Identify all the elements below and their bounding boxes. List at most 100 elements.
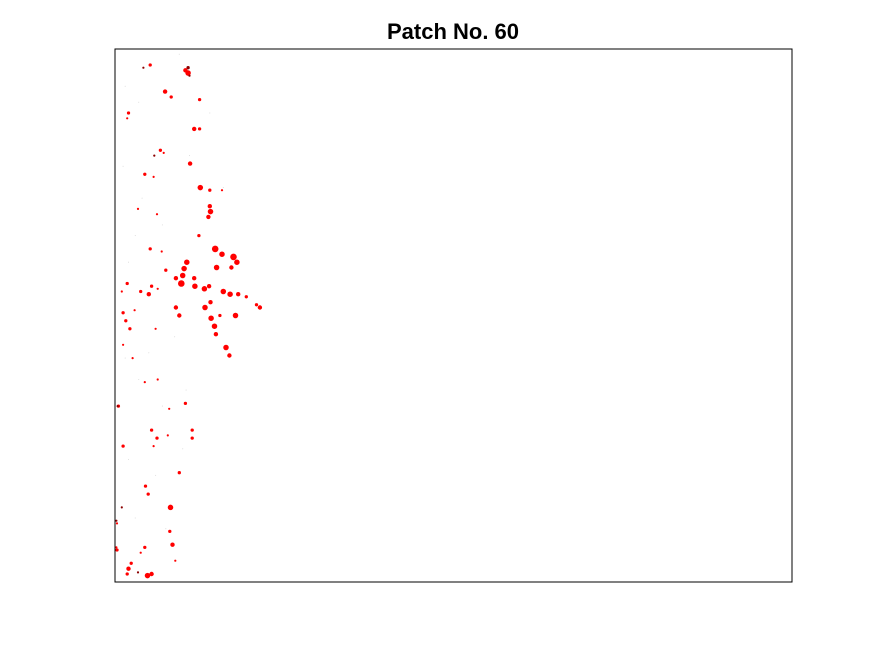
scatter-point — [187, 161, 193, 166]
scatter-point — [133, 309, 136, 312]
axes-background — [115, 49, 792, 582]
scatter-point — [220, 288, 227, 295]
scatter-point — [234, 259, 240, 265]
scatter-point — [138, 378, 140, 381]
scatter-point — [149, 284, 154, 288]
scatter-point — [126, 566, 131, 571]
scatter-point — [126, 111, 131, 115]
scatter-point — [190, 428, 194, 432]
scatter-point — [206, 214, 211, 220]
scatter-point — [141, 197, 143, 199]
scatter-point — [174, 336, 176, 338]
scatter-point — [183, 401, 188, 406]
scatter-point — [127, 261, 130, 263]
scatter-point — [182, 448, 184, 450]
scatter-point — [222, 187, 224, 189]
plot-area — [114, 48, 793, 583]
scatter-point — [207, 204, 212, 209]
scatter-point — [211, 323, 218, 329]
scatter-point — [122, 343, 125, 346]
axes-frame — [114, 48, 793, 583]
scatter-point — [227, 353, 232, 358]
scatter-point — [208, 300, 213, 305]
scatter-point — [197, 127, 202, 131]
scatter-point — [164, 268, 168, 272]
scatter-point — [213, 264, 220, 271]
scatter-point — [220, 189, 224, 192]
scatter-point — [168, 529, 172, 534]
scatter-point — [179, 272, 186, 279]
scatter-point — [230, 253, 237, 261]
scatter-point — [229, 265, 234, 270]
scatter-point — [124, 319, 128, 323]
scatter-point — [146, 292, 151, 297]
scatter-point — [122, 165, 124, 167]
scatter-point — [126, 117, 129, 120]
scatter-point — [129, 561, 133, 565]
scatter-point — [142, 66, 145, 69]
scatter-point — [138, 101, 140, 103]
scatter-point — [227, 291, 233, 297]
scatter-point — [136, 571, 140, 574]
scatter-point — [178, 280, 185, 287]
scatter-point — [173, 305, 179, 310]
scatter-point — [144, 572, 151, 579]
scatter-point — [125, 281, 129, 286]
scatter-point — [115, 522, 119, 525]
scatter-point — [156, 287, 159, 290]
scatter-point — [120, 506, 123, 509]
scatter-point — [165, 528, 167, 530]
scatter-point — [223, 344, 229, 351]
scatter-point — [166, 434, 169, 437]
scatter-point — [177, 471, 181, 475]
scatter-point — [185, 389, 187, 391]
scatter-point — [152, 445, 155, 448]
chart-title: Patch No. 60 — [387, 19, 519, 44]
scatter-point — [148, 247, 152, 251]
scatter-point — [143, 545, 147, 550]
scatter-point — [143, 381, 146, 384]
scatter-point — [178, 53, 180, 55]
scatter-point — [186, 66, 190, 70]
scatter-point — [143, 172, 147, 176]
scatter-point — [115, 519, 118, 522]
scatter-point — [148, 63, 152, 67]
scatter-point — [169, 95, 173, 99]
scatter-point — [184, 259, 190, 265]
scatter-point — [202, 304, 208, 311]
scatter-point — [188, 74, 191, 77]
scatter-point — [125, 572, 129, 576]
scatter-point — [190, 436, 194, 440]
scatter-point — [121, 444, 125, 448]
scatter-point — [167, 504, 174, 511]
scatter-point — [208, 315, 214, 321]
scatter-point — [124, 85, 126, 87]
scatter-point — [201, 286, 208, 292]
scatter-point — [257, 305, 263, 310]
scatter-point — [170, 542, 175, 547]
scatter-point — [197, 233, 201, 238]
scatter-point — [162, 89, 168, 94]
scatter-point — [192, 126, 197, 132]
scatter-point — [192, 276, 197, 281]
scatter-point — [181, 265, 187, 272]
scatter-point — [121, 311, 125, 315]
scatter-point — [213, 332, 219, 337]
scatter-point — [254, 303, 259, 307]
scatter-point — [162, 151, 165, 154]
scatter-marks — [115, 53, 263, 579]
scatter-point — [146, 492, 150, 496]
scatter-point — [158, 148, 163, 152]
scatter-point — [149, 428, 154, 432]
scatter-point — [131, 357, 134, 360]
scatter-point — [161, 224, 163, 226]
scatter-point — [115, 548, 119, 552]
scatter-point — [232, 312, 239, 319]
scatter-point — [185, 70, 191, 76]
scatter-point — [206, 284, 212, 289]
scatter-point — [174, 559, 177, 562]
scatter-point — [120, 290, 123, 293]
scatter-point — [218, 313, 222, 318]
scatter-point — [116, 405, 119, 408]
scatter-point — [153, 154, 156, 157]
